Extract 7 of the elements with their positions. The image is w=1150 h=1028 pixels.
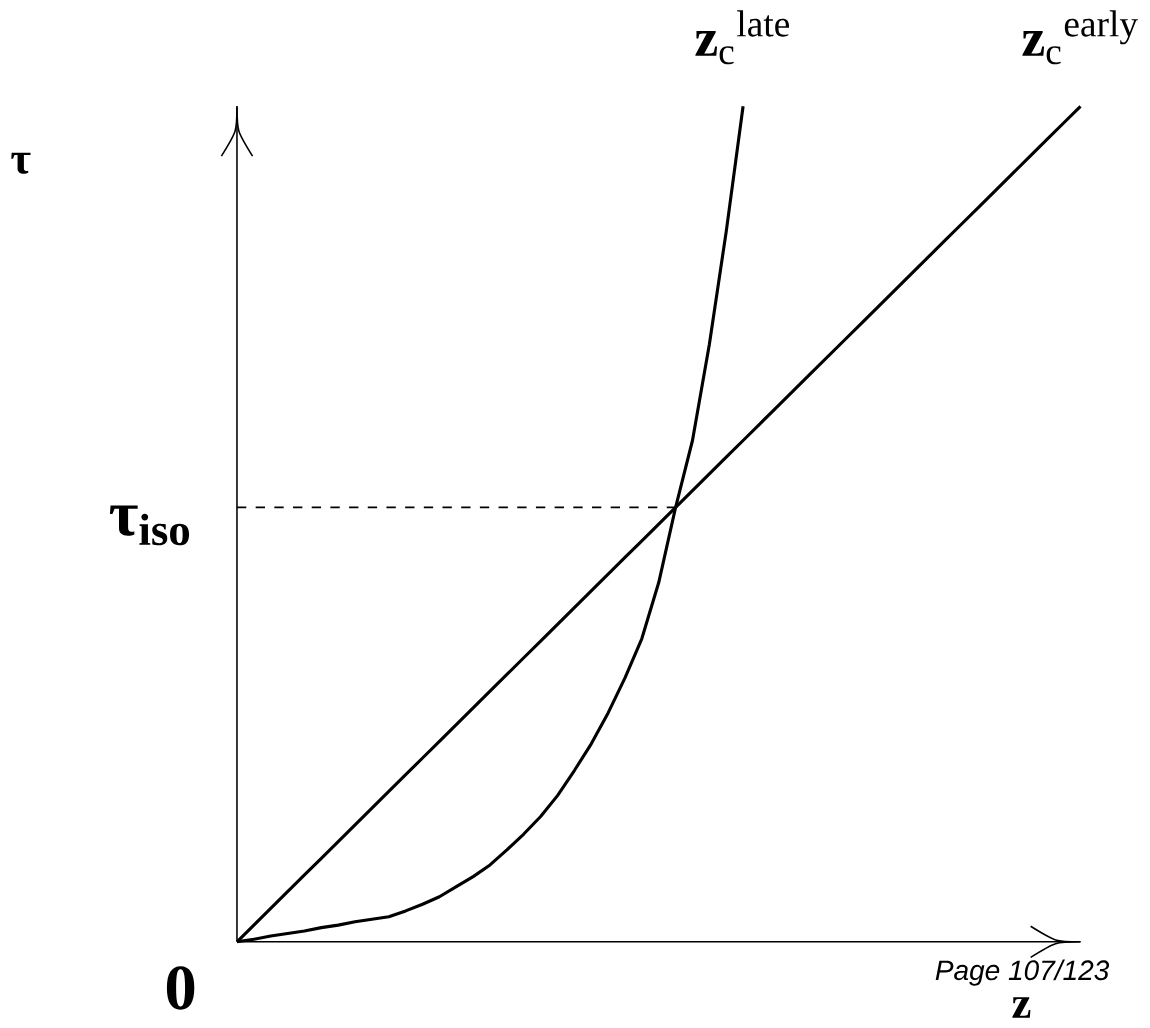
x-axis-title: z: [1012, 997, 1031, 1018]
text: 0: [166, 966, 195, 1010]
text: τ$_{iso}$: [109, 505, 190, 546]
text: Page 107/123: [935, 959, 1110, 986]
y-axis-title: τ: [11, 152, 31, 174]
series-label: z$_{c}$late: [695, 10, 790, 65]
series-label: z$_{c}$early: [1022, 10, 1138, 65]
